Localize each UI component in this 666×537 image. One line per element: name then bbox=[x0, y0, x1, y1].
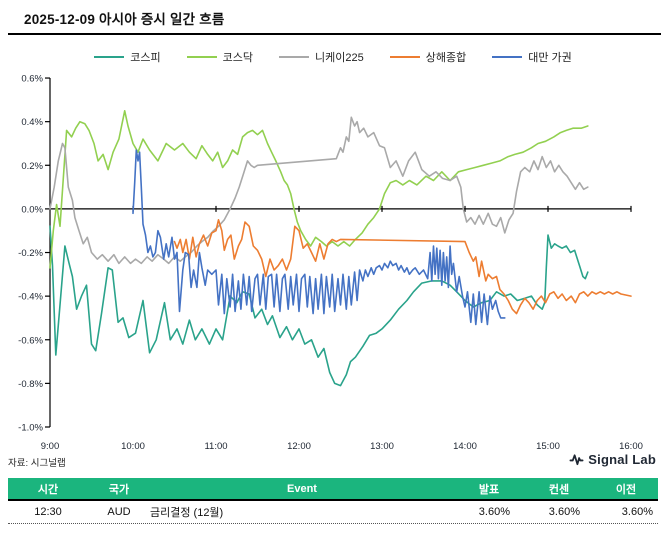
y-tick-label: -0.8% bbox=[18, 379, 43, 390]
series-line-코스피 bbox=[49, 225, 589, 387]
x-tick-label: 16:00 bbox=[619, 441, 643, 452]
brand-name: Signal Lab bbox=[588, 452, 656, 467]
y-tick-label: 0.4% bbox=[21, 117, 43, 128]
x-tick-label: 10:00 bbox=[121, 441, 145, 452]
legend-swatch bbox=[492, 56, 523, 58]
y-tick-label: -1.0% bbox=[18, 423, 43, 434]
legend-label: 대만 가권 bbox=[528, 52, 572, 64]
x-tick-label: 15:00 bbox=[536, 441, 560, 452]
title-divider bbox=[8, 33, 661, 35]
brand-logo: Signal Lab bbox=[569, 452, 656, 467]
y-tick-label: -0.4% bbox=[18, 292, 43, 303]
source-note: 자료: 시그널랩 bbox=[8, 458, 66, 469]
table-cell: 3.60% bbox=[478, 506, 510, 518]
table-cell: 금리결정 (12월) bbox=[150, 507, 224, 519]
x-tick-label: 9:00 bbox=[41, 441, 60, 452]
table-header-cell: Event bbox=[287, 482, 317, 495]
legend-label: 코스닥 bbox=[222, 52, 253, 64]
legend-item: 코스닥 bbox=[186, 49, 253, 65]
legend-swatch bbox=[389, 56, 420, 58]
y-tick-label: -0.6% bbox=[18, 335, 43, 346]
series-line-대만 가권 bbox=[132, 149, 506, 326]
y-tick-label: 0.0% bbox=[21, 204, 43, 215]
table-header-cell: 발표 bbox=[478, 483, 500, 496]
legend-label: 니케이225 bbox=[315, 52, 364, 64]
table-header-cell: 이전 bbox=[615, 483, 637, 496]
legend-item: 니케이225 bbox=[279, 49, 364, 65]
events-table: 시간 국가 Event 발표 컨센 이전 12:30 AUD 금리결정 (12월) 3.60% 3… bbox=[8, 478, 658, 524]
x-axis: 9:00 10:00 11:00 12:00 13:00 14:00 15:00 16:00 bbox=[41, 205, 643, 452]
table-cell: AUD bbox=[107, 506, 131, 518]
legend-label: 코스피 bbox=[130, 52, 161, 64]
table-cell: 3.60% bbox=[548, 506, 580, 518]
legend-item: 대만 가권 bbox=[492, 49, 572, 65]
table-header-row: 시간 국가 Event 발표 컨센 이전 bbox=[8, 478, 658, 501]
table-header-cell: 컨센 bbox=[548, 483, 570, 496]
chart-area: 0.6% 0.4% 0.2% 0.0% -0.2% -0.4% -0.6% -0.8% -1.0… bbox=[18, 74, 643, 452]
table-cell: 3.60% bbox=[621, 506, 653, 518]
x-tick-label: 13:00 bbox=[370, 441, 394, 452]
y-tick-label: 0.6% bbox=[21, 74, 43, 85]
chart-legend: 코스피 코스닥 니케이225 상해종합 대만 가권 bbox=[0, 49, 666, 65]
legend-item: 상해종합 bbox=[389, 49, 467, 65]
x-tick-label: 12:00 bbox=[287, 441, 311, 452]
table-header-cell: 국가 bbox=[108, 483, 130, 496]
table-body: 12:30 AUD 금리결정 (12월) 3.60% 3.60% 3.60% bbox=[8, 501, 658, 524]
x-tick-label: 14:00 bbox=[453, 441, 477, 452]
page-title: 2025-12-09 아시아 증시 일간 흐름 bbox=[24, 12, 225, 27]
series-line-상해종합 bbox=[173, 219, 632, 315]
series-line-니케이225 bbox=[49, 116, 589, 265]
table-row: 12:30 AUD 금리결정 (12월) 3.60% 3.60% 3.60% bbox=[8, 501, 658, 524]
table-header-cell: 시간 bbox=[37, 483, 59, 496]
legend-swatch bbox=[94, 56, 125, 58]
x-tick-label: 11:00 bbox=[204, 441, 227, 452]
y-axis: 0.6% 0.4% 0.2% 0.0% -0.2% -0.4% -0.6% -0.8% -1.0… bbox=[18, 74, 51, 434]
y-tick-label: -0.2% bbox=[18, 248, 43, 259]
chart-svg: 0.6% 0.4% 0.2% 0.0% -0.2% -0.4% -0.6% -0.8% -1.0… bbox=[18, 74, 643, 452]
series-line-코스닥 bbox=[49, 110, 589, 269]
legend-swatch bbox=[279, 56, 309, 58]
pulse-icon bbox=[569, 454, 584, 466]
legend-label: 상해종합 bbox=[425, 52, 467, 64]
y-tick-label: 0.2% bbox=[21, 161, 43, 172]
legend-item: 코스피 bbox=[94, 49, 161, 65]
table-cell: 12:30 bbox=[34, 506, 62, 518]
legend-swatch bbox=[186, 56, 217, 58]
